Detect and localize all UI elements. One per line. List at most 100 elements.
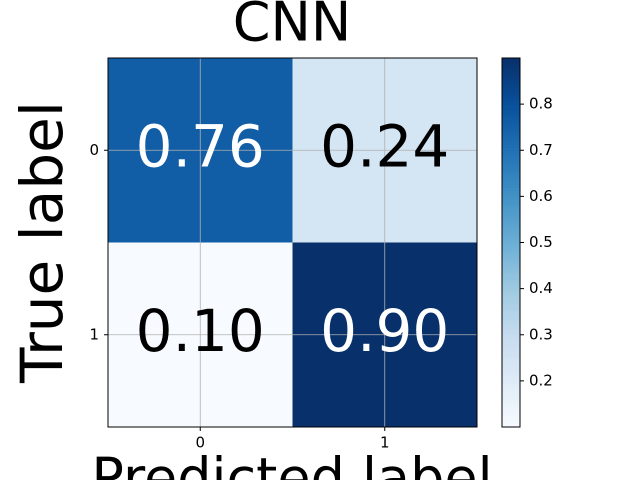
colorbar-slice: [502, 319, 520, 324]
colorbar-slice: [502, 199, 520, 204]
colorbar-slice: [502, 402, 520, 407]
colorbar-slice: [502, 110, 520, 114]
colorbar-slice: [502, 362, 520, 367]
colorbar-slice: [502, 79, 520, 84]
colorbar-slice: [502, 300, 520, 305]
colorbar-slice: [502, 116, 520, 121]
colorbar-slice: [502, 76, 520, 81]
colorbar-slice: [502, 211, 520, 216]
colorbar-slice: [502, 285, 520, 290]
colorbar-slice: [502, 316, 520, 320]
colorbar-slice: [502, 61, 520, 65]
colorbar-slice: [502, 377, 520, 382]
colorbar-slice: [502, 254, 520, 259]
colorbar-slice: [502, 208, 520, 213]
colorbar-slice: [502, 233, 520, 237]
cell-label: 0.76: [136, 112, 265, 180]
colorbar-slice: [502, 359, 520, 364]
cell-label: 0.24: [320, 112, 449, 180]
colorbar-slice: [502, 184, 520, 188]
colorbar-slice: [502, 307, 520, 311]
colorbar-slice: [502, 165, 520, 170]
colorbar-slice: [502, 70, 520, 74]
colorbar-slice: [502, 423, 520, 428]
colorbar-slice: [502, 217, 520, 222]
colorbar-slice: [502, 150, 520, 154]
colorbar-tick-label: 0.4: [529, 279, 553, 297]
colorbar-tick-label: 0.6: [529, 187, 553, 205]
colorbar-slice: [502, 91, 520, 96]
colorbar-slice: [502, 408, 520, 413]
x-axis-label: Predicted label: [91, 447, 492, 480]
colorbar-slice: [502, 174, 520, 179]
colorbar-slice: [502, 334, 520, 339]
colorbar-slice: [502, 251, 520, 256]
colorbar-slice: [502, 328, 520, 333]
colorbar-slice: [502, 144, 520, 148]
colorbar-slice: [502, 190, 520, 194]
colorbar-slice: [502, 131, 520, 136]
chart-title: CNN: [233, 0, 352, 54]
colorbar-slice: [502, 343, 520, 348]
colorbar-slice: [502, 101, 520, 105]
x-tick-label: 1: [380, 434, 390, 452]
y-axis-label: True label: [8, 101, 76, 384]
colorbar-slice: [502, 294, 520, 299]
colorbar-slice: [502, 411, 520, 416]
colorbar-slice: [502, 153, 520, 157]
colorbar-slice: [502, 171, 520, 176]
colorbar-slice: [502, 291, 520, 296]
colorbar-slice: [502, 267, 520, 271]
colorbar-slice: [502, 337, 520, 342]
colorbar-slice: [502, 304, 520, 308]
colorbar-tick-label: 0.8: [529, 95, 553, 113]
colorbar-slice: [502, 399, 520, 403]
colorbar-tick-label: 0.5: [529, 233, 553, 251]
colorbar-slice: [502, 122, 520, 127]
colorbar-slice: [502, 125, 520, 130]
colorbar-slice: [502, 390, 520, 394]
colorbar-slice: [502, 94, 520, 99]
colorbar-slice: [502, 239, 520, 244]
colorbar-slice: [502, 383, 520, 388]
colorbar-slice: [502, 227, 520, 231]
colorbar-slice: [502, 104, 520, 108]
colorbar-slice: [502, 88, 520, 93]
colorbar-slice: [502, 67, 520, 71]
cell-label: 0.90: [320, 297, 449, 365]
colorbar-slice: [502, 162, 520, 167]
colorbar-slice: [502, 128, 520, 133]
plot-frame: [107, 57, 478, 428]
colorbar-slice: [502, 297, 520, 302]
colorbar-slice: [502, 58, 520, 62]
colorbar-slice: [502, 85, 520, 90]
colorbar-slice: [502, 196, 520, 201]
cell-label: 0.10: [136, 297, 265, 365]
colorbar-slice: [502, 279, 520, 284]
colorbar-slice: [502, 365, 520, 370]
colorbar-slice: [502, 113, 520, 118]
colorbar-slice: [502, 270, 520, 274]
colorbar-slice: [502, 325, 520, 330]
colorbar-slice: [502, 64, 520, 68]
colorbar-tick-label: 0.7: [529, 141, 553, 159]
colorbar-slice: [502, 159, 520, 164]
colorbar-slice: [502, 187, 520, 191]
colorbar-slice: [502, 347, 520, 351]
colorbar-slice: [502, 141, 520, 145]
colorbar-slice: [502, 368, 520, 373]
colorbar-slice: [502, 417, 520, 422]
colorbar-slice: [502, 350, 520, 354]
colorbar-slice: [502, 393, 520, 397]
colorbar-slice: [502, 396, 520, 400]
colorbar-slice: [502, 257, 520, 262]
colorbar-slice: [502, 273, 520, 277]
colorbar-tick-label: 0.3: [529, 325, 553, 343]
colorbar-slice: [502, 380, 520, 385]
colorbar-slice: [502, 387, 520, 391]
x-tick-label: 0: [195, 434, 205, 452]
colorbar-slice: [502, 340, 520, 345]
y-tick-label: 0: [89, 141, 99, 159]
colorbar-slice: [502, 288, 520, 293]
